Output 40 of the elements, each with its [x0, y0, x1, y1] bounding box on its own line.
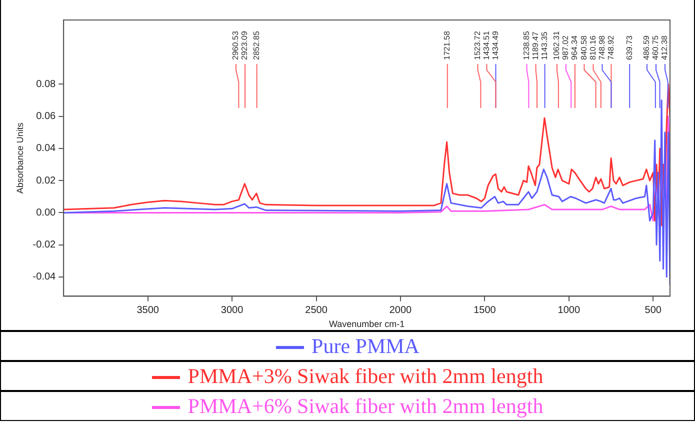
ref-line-label: 2960.53	[231, 30, 240, 60]
ref-line-label: 1062.31	[552, 30, 562, 60]
legend-label: PMMA+3% Siwak fiber with 2mm length	[188, 364, 544, 388]
ref-line-label: 639.73	[624, 34, 634, 60]
y-tick-label: 0.02	[36, 175, 56, 186]
ref-line-label: 2852.85	[252, 30, 262, 60]
ref-line-label: 1143.35	[540, 31, 549, 60]
x-tick-label: 500	[644, 304, 662, 316]
x-tick-label: 1500	[474, 304, 496, 316]
y-axis-title: Absorbance Units	[14, 122, 25, 194]
ref-line-label: 1434.51	[482, 30, 491, 60]
legend-label: PMMA+6% Siwak fiber with 2mm length	[188, 394, 544, 418]
x-tick-label: 1000	[558, 304, 580, 316]
ref-line-label: 748.92	[606, 34, 616, 60]
ref-line-label: 1523.72	[472, 30, 482, 60]
ref-line-label: 2923.09	[240, 30, 250, 60]
x-tick-label: 2000	[389, 304, 412, 316]
ref-line-label: 486.59	[642, 34, 652, 60]
y-tick-label: 0.08	[36, 78, 56, 90]
x-tick-label: 3500	[136, 304, 160, 316]
legend-label: Pure PMMA	[312, 334, 420, 358]
ref-line-label: 1238.85	[522, 30, 531, 60]
y-tick-label: 0.00	[36, 207, 56, 218]
ref-line-label: 987.02	[561, 34, 570, 60]
x-tick-label: 2500	[305, 304, 328, 316]
x-tick-label: 3000	[220, 304, 244, 316]
ref-line-label: 460.75	[651, 34, 660, 60]
ref-line-label: 1434.49	[490, 30, 500, 60]
y-tick-label: 0.06	[36, 111, 56, 122]
ref-line-label: 964.34	[570, 34, 580, 60]
ref-line-label: 1189.47	[530, 31, 540, 60]
ref-line-label: 1721.58	[442, 30, 452, 60]
y-tick-label: -0.04	[32, 272, 56, 283]
x-axis-title: Wavenumber cm-1	[328, 319, 405, 330]
y-tick-label: 0.04	[36, 143, 56, 154]
ref-line-label: 748.98	[597, 34, 606, 60]
ref-line-label: 810.16	[588, 34, 598, 60]
ref-line-label: 840.58	[579, 34, 588, 60]
ref-line-label: 412.38	[660, 34, 670, 60]
y-tick-label: -0.02	[32, 240, 56, 251]
